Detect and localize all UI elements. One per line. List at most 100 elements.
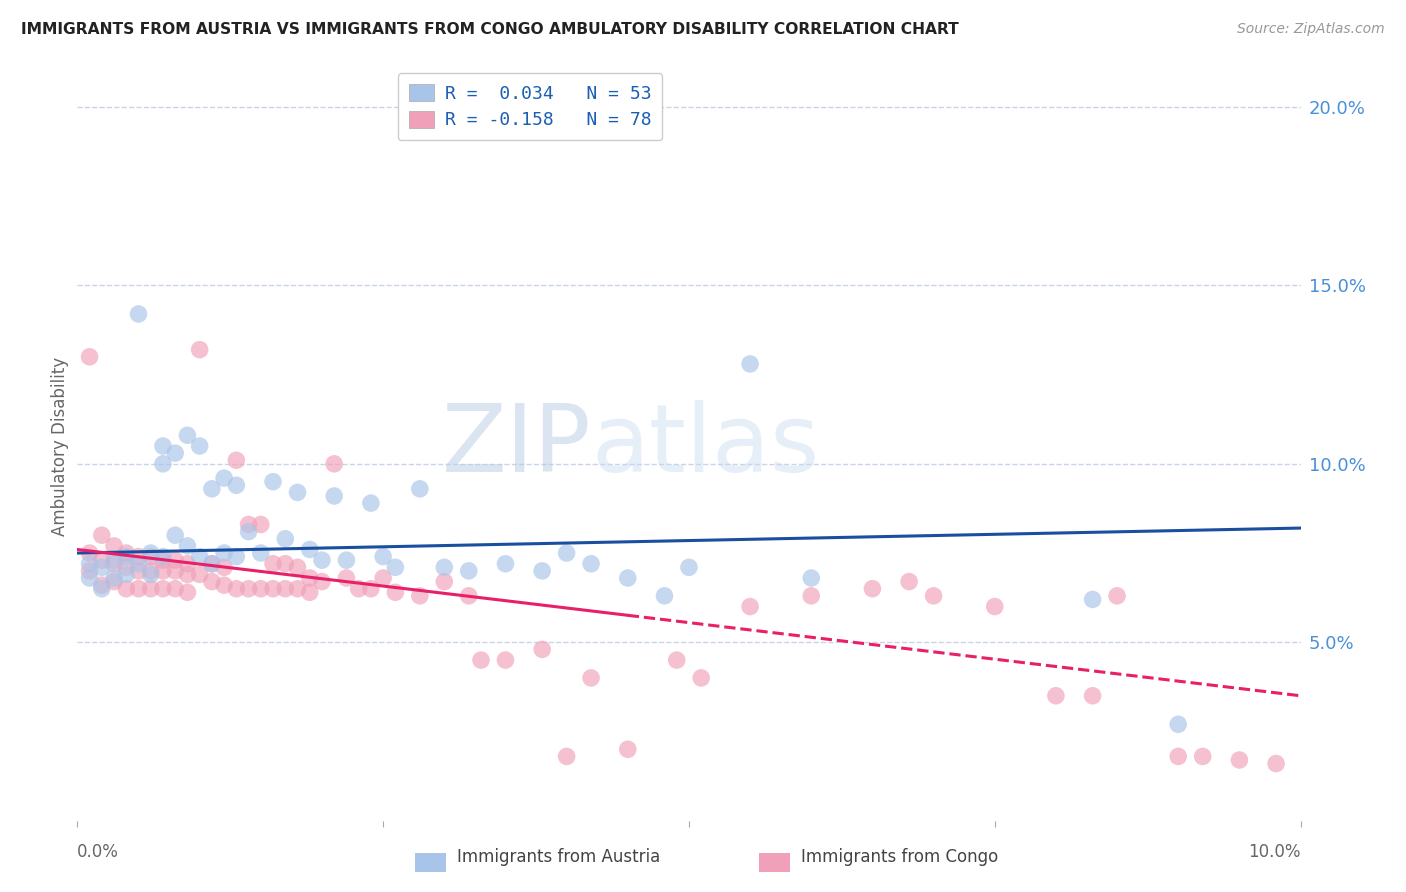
- Point: [225, 453, 247, 467]
- Point: [457, 564, 479, 578]
- Point: [287, 560, 309, 574]
- Point: [165, 446, 187, 460]
- Point: [347, 582, 370, 596]
- Point: [800, 571, 823, 585]
- Text: Source: ZipAtlas.com: Source: ZipAtlas.com: [1237, 22, 1385, 37]
- Point: [298, 571, 321, 585]
- Point: [457, 589, 479, 603]
- Point: [165, 553, 187, 567]
- Point: [139, 546, 162, 560]
- Point: [176, 557, 198, 571]
- Point: [165, 528, 187, 542]
- Point: [1045, 689, 1067, 703]
- Point: [152, 549, 174, 564]
- Point: [287, 582, 309, 596]
- Point: [298, 585, 321, 599]
- Point: [90, 582, 112, 596]
- Point: [139, 564, 162, 578]
- Point: [360, 496, 382, 510]
- Point: [311, 553, 333, 567]
- Point: [128, 557, 150, 571]
- Point: [250, 582, 273, 596]
- Point: [579, 557, 602, 571]
- Point: [188, 549, 211, 564]
- Point: [115, 582, 138, 596]
- Point: [90, 578, 112, 592]
- Text: atlas: atlas: [591, 400, 820, 492]
- Point: [579, 671, 602, 685]
- Point: [90, 560, 112, 574]
- Point: [201, 574, 224, 589]
- Point: [665, 653, 688, 667]
- Point: [1107, 589, 1129, 603]
- Point: [384, 585, 406, 599]
- Point: [128, 549, 150, 564]
- Point: [262, 557, 284, 571]
- Point: [188, 439, 211, 453]
- Text: ZIP: ZIP: [441, 400, 591, 492]
- Point: [335, 571, 357, 585]
- Point: [152, 582, 174, 596]
- Point: [225, 549, 247, 564]
- Point: [152, 553, 174, 567]
- Point: [90, 528, 112, 542]
- Point: [238, 517, 260, 532]
- Point: [409, 589, 432, 603]
- Point: [555, 546, 578, 560]
- Point: [922, 589, 945, 603]
- Point: [371, 571, 394, 585]
- Text: IMMIGRANTS FROM AUSTRIA VS IMMIGRANTS FROM CONGO AMBULATORY DISABILITY CORRELATI: IMMIGRANTS FROM AUSTRIA VS IMMIGRANTS FR…: [21, 22, 959, 37]
- Point: [984, 599, 1007, 614]
- Point: [188, 567, 211, 582]
- Point: [139, 567, 162, 582]
- Point: [128, 564, 150, 578]
- Point: [531, 564, 554, 578]
- Point: [654, 589, 676, 603]
- Point: [274, 557, 297, 571]
- Text: 10.0%: 10.0%: [1249, 843, 1301, 861]
- Point: [79, 350, 101, 364]
- Point: [384, 560, 406, 574]
- Point: [165, 564, 187, 578]
- Point: [103, 574, 125, 589]
- Point: [274, 532, 297, 546]
- Point: [1081, 592, 1104, 607]
- Point: [201, 557, 224, 571]
- Point: [371, 549, 394, 564]
- Point: [225, 478, 247, 492]
- Point: [115, 567, 138, 582]
- Point: [555, 749, 578, 764]
- Point: [139, 582, 162, 596]
- Point: [103, 571, 125, 585]
- Point: [176, 428, 198, 442]
- Point: [79, 564, 101, 578]
- Point: [128, 307, 150, 321]
- Point: [617, 571, 640, 585]
- Point: [176, 539, 198, 553]
- Point: [90, 553, 112, 567]
- Point: [188, 343, 211, 357]
- Point: [250, 517, 273, 532]
- Point: [201, 557, 224, 571]
- Point: [103, 557, 125, 571]
- Point: [433, 574, 456, 589]
- Point: [617, 742, 640, 756]
- Point: [238, 524, 260, 539]
- Point: [79, 557, 101, 571]
- Point: [287, 485, 309, 500]
- Text: 0.0%: 0.0%: [77, 843, 120, 861]
- Point: [238, 582, 260, 596]
- Point: [495, 653, 517, 667]
- Point: [335, 553, 357, 567]
- Point: [690, 671, 713, 685]
- Point: [1081, 689, 1104, 703]
- Point: [212, 546, 235, 560]
- Point: [212, 471, 235, 485]
- Point: [176, 567, 198, 582]
- Point: [152, 457, 174, 471]
- Y-axis label: Ambulatory Disability: Ambulatory Disability: [51, 357, 69, 535]
- Legend: R =  0.034   N = 53, R = -0.158   N = 78: R = 0.034 N = 53, R = -0.158 N = 78: [398, 73, 662, 140]
- Point: [103, 553, 125, 567]
- Point: [212, 560, 235, 574]
- Point: [103, 539, 125, 553]
